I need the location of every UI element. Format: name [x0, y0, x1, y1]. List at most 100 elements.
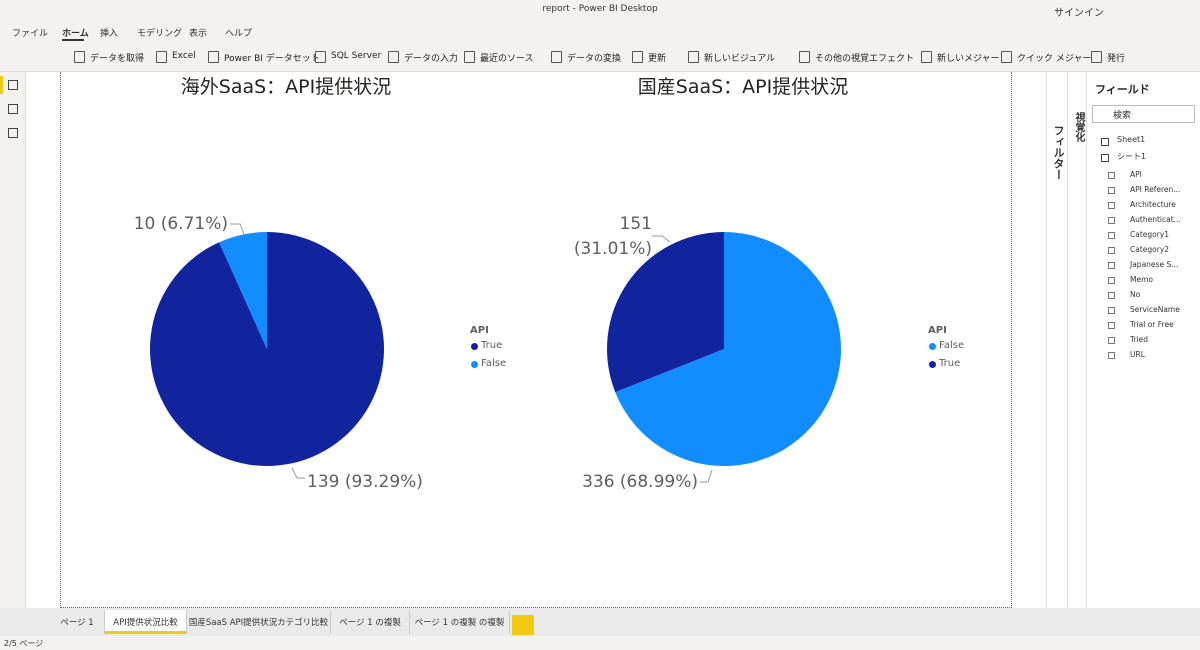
toolbar-icon[interactable] [551, 51, 562, 63]
data-label: 336 (68.99%) [582, 472, 698, 492]
field-checkbox[interactable] [1108, 352, 1115, 359]
toolbar-icon[interactable] [388, 51, 399, 63]
legend-entry[interactable]: False [939, 340, 965, 351]
field-name[interactable]: API Referen... [1130, 185, 1181, 194]
field-checkbox[interactable] [1108, 172, 1115, 179]
model-view-icon[interactable] [8, 128, 18, 138]
field-name[interactable]: Authenticat... [1130, 215, 1181, 224]
ribbon-tab[interactable]: ヘルプ [225, 29, 253, 39]
toolbar-icon[interactable] [208, 51, 219, 63]
viz-pane-collapsed[interactable] [1068, 72, 1087, 636]
window-title: report - Power BI Desktop [542, 4, 658, 14]
filters-pane[interactable] [1046, 72, 1068, 636]
toolbar-icon[interactable] [74, 51, 85, 63]
filters-pane-title[interactable]: フィルター [1052, 125, 1065, 180]
field-checkbox[interactable] [1108, 322, 1115, 329]
search-box[interactable]: 検索 [1092, 105, 1195, 123]
add-page-button[interactable] [512, 615, 534, 635]
report-page [60, 72, 1012, 608]
page-tab[interactable]: ページ 1 の複製 [331, 610, 410, 634]
report-view-icon[interactable] [0, 76, 3, 94]
field-name[interactable]: URL [1130, 350, 1145, 359]
field-name[interactable]: Memo [1130, 275, 1153, 284]
field-checkbox[interactable] [1108, 337, 1115, 344]
field-name[interactable]: Category2 [1130, 245, 1170, 254]
field-name[interactable]: API [1130, 170, 1142, 179]
legend-marker [471, 343, 478, 350]
toolbar-button[interactable]: データの変換 [567, 54, 622, 64]
field-name[interactable]: Japanese S... [1130, 260, 1179, 269]
ribbon-tab[interactable]: 挿入 [100, 29, 119, 39]
ribbon-tab[interactable]: 表示 [189, 29, 208, 39]
toolbar-button[interactable]: 新しいメジャー [937, 54, 1000, 64]
toolbar-icon[interactable] [1001, 51, 1012, 63]
left-nav [0, 72, 26, 636]
toolbar-icon[interactable] [1091, 51, 1102, 63]
toolbar: データを取得 Excel Power BI データセット SQL Server データの… [0, 42, 1200, 72]
search-placeholder: 検索 [1113, 111, 1132, 121]
field-checkbox[interactable] [1108, 217, 1115, 224]
page-tab[interactable]: API提供状況比較 [105, 610, 187, 634]
toolbar-button[interactable]: SQL Server [331, 51, 382, 61]
field-name[interactable]: No [1130, 290, 1141, 299]
table-name[interactable]: Sheet1 [1117, 135, 1146, 144]
field-name[interactable]: Tried [1130, 335, 1149, 344]
page-tab-label: API提供状況比較 [113, 618, 178, 628]
field-name[interactable]: Architecture [1130, 200, 1176, 209]
field-checkbox[interactable] [1108, 202, 1115, 209]
field-checkbox[interactable] [1108, 247, 1115, 254]
page-tab[interactable]: ページ 1 [50, 610, 105, 634]
toolbar-icon[interactable] [921, 51, 932, 63]
viz-pane-title[interactable]: 視覚化 [1073, 112, 1084, 142]
toolbar-button[interactable]: Power BI データセット [224, 54, 320, 64]
ribbon-tab[interactable]: ホーム [62, 29, 89, 39]
ribbon-tab[interactable]: ファイル [12, 29, 49, 39]
toolbar-button[interactable]: クイック メジャー [1017, 54, 1092, 64]
status-bar: 2/5 ページ [0, 636, 1200, 650]
toolbar-button[interactable]: 発行 [1107, 54, 1126, 64]
ribbon-tabs: ファイル ホーム 挿入 モデリング 表示 ヘルプ [0, 21, 1200, 42]
data-view-icon[interactable] [8, 104, 18, 114]
legend-entry[interactable]: True [481, 340, 503, 351]
toolbar-button[interactable]: 最近のソース [480, 54, 534, 64]
toolbar-button[interactable]: データを取得 [90, 54, 145, 64]
title-bar: report - Power BI Desktop サインイン [0, 0, 1200, 21]
status-text: 2/5 ページ [4, 639, 44, 648]
toolbar-button[interactable]: Excel [172, 51, 196, 61]
toolbar-button[interactable]: その他の視覚エフェクト [815, 54, 915, 64]
toolbar-icon[interactable] [799, 51, 810, 63]
field-name[interactable]: Trial or Free [1130, 320, 1174, 329]
toolbar-icon[interactable] [632, 51, 643, 63]
page-tab[interactable]: ページ 1 の複製 の複製 [410, 610, 510, 634]
field-checkbox[interactable] [1108, 292, 1115, 299]
legend-entry[interactable]: False [481, 358, 507, 369]
page-tab-label: 国産SaaS API提供状況カテゴリ比較 [188, 618, 329, 628]
field-checkbox[interactable] [1108, 232, 1115, 239]
legend-title: API [928, 325, 947, 336]
toolbar-icon[interactable] [464, 51, 475, 63]
field-checkbox[interactable] [1108, 307, 1115, 314]
page-tab-label: ページ 1 [60, 618, 94, 628]
field-checkbox[interactable] [1108, 262, 1115, 269]
table-icon [1101, 138, 1109, 146]
page-tab[interactable]: 国産SaaS API提供状況カテゴリ比較 [187, 610, 331, 634]
table-name[interactable]: シート1 [1117, 152, 1147, 161]
active-tab-underline [62, 39, 84, 41]
field-name[interactable]: ServiceName [1130, 305, 1180, 314]
data-label: 151 (31.01%) [573, 214, 652, 259]
toolbar-icon[interactable] [156, 51, 167, 63]
field-checkbox[interactable] [1108, 187, 1115, 194]
field-name[interactable]: Category1 [1130, 230, 1170, 239]
legend-title: API [470, 325, 489, 336]
fields-pane: フィールド 検索 Sheet1 シート1 API API Referen... Archit… [1087, 72, 1200, 636]
report-view-icon[interactable] [8, 80, 18, 90]
legend-entry[interactable]: True [939, 358, 961, 369]
toolbar-button[interactable]: 更新 [648, 54, 667, 64]
toolbar-icon[interactable] [315, 51, 326, 63]
toolbar-button[interactable]: 新しいビジュアル [704, 54, 776, 64]
field-checkbox[interactable] [1108, 277, 1115, 284]
signin-button[interactable]: サインイン [1054, 8, 1104, 19]
ribbon-tab[interactable]: モデリング [137, 29, 183, 39]
toolbar-button[interactable]: データの入力 [404, 54, 459, 64]
toolbar-icon[interactable] [688, 51, 699, 63]
